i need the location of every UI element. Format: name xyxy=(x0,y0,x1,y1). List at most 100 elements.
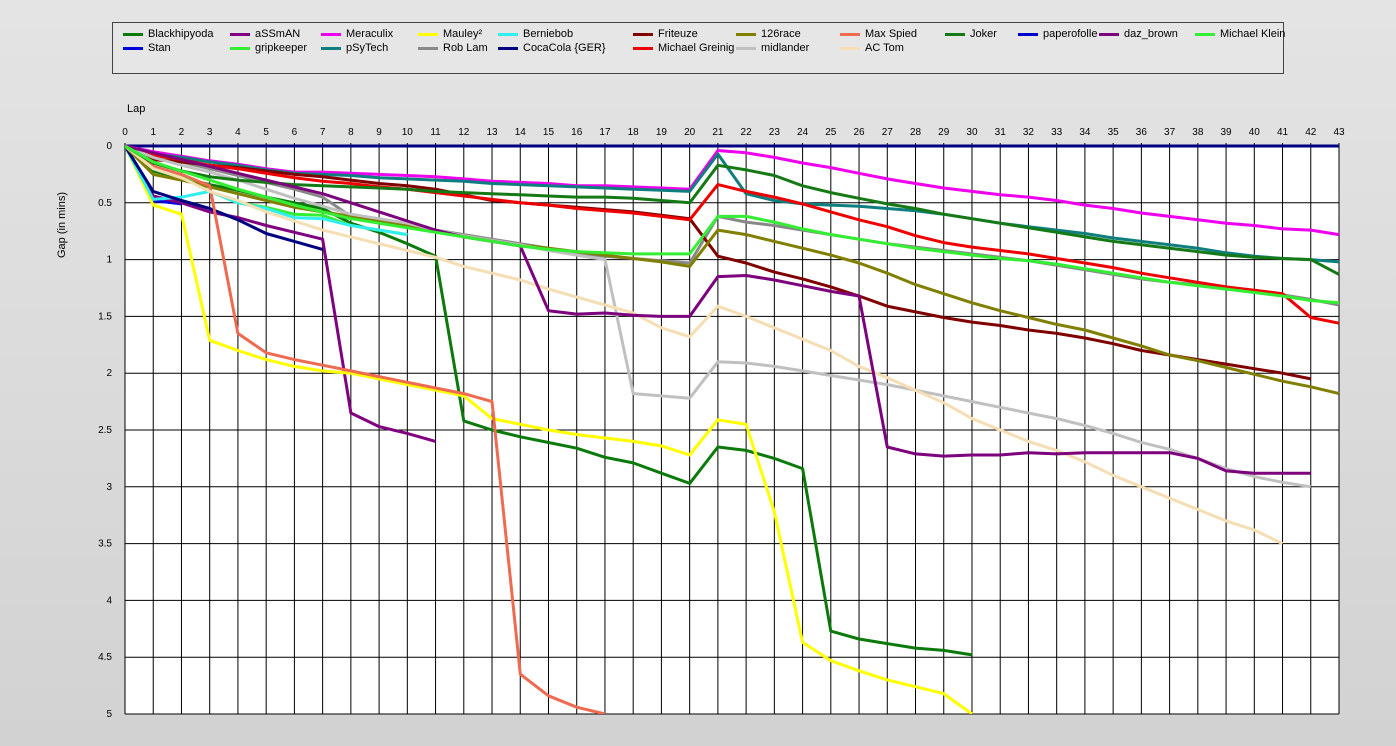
legend-label: Joker xyxy=(970,28,997,40)
x-tick-label: 7 xyxy=(320,127,326,138)
legend-swatch xyxy=(418,47,438,50)
legend-label: paperofolle xyxy=(1043,28,1098,40)
y-tick-label: 4 xyxy=(106,595,112,606)
chart-legend: Blackhipyoda aSSmAN Meraculix Mauley² Bernie… xyxy=(112,22,1286,74)
x-tick-label: 26 xyxy=(853,127,865,138)
legend-swatch xyxy=(1099,33,1119,36)
y-tick-label: 1.5 xyxy=(98,311,112,322)
legend-swatch xyxy=(1195,33,1215,36)
x-tick-label: 30 xyxy=(966,127,978,138)
series-line-psytech xyxy=(125,144,1340,264)
legend-swatch xyxy=(945,33,965,36)
x-tick-label: 39 xyxy=(1221,127,1233,138)
x-tick-label: 3 xyxy=(207,127,213,138)
legend-swatch xyxy=(230,47,250,50)
legend-label: midlander xyxy=(761,42,810,54)
x-tick-label: 41 xyxy=(1277,127,1289,138)
x-tick-label: 16 xyxy=(571,127,583,138)
x-tick-label: 42 xyxy=(1305,127,1317,138)
x-tick-label: 13 xyxy=(486,127,498,138)
legend-swatch xyxy=(840,33,860,36)
legend-label: gripkeeper xyxy=(255,42,307,54)
x-tick-label: 1 xyxy=(150,127,156,138)
x-tick-label: 22 xyxy=(741,127,753,138)
x-tick-label: 25 xyxy=(825,127,837,138)
x-tick-label: 15 xyxy=(543,127,555,138)
legend-label: Stan xyxy=(148,42,171,54)
y-tick-label: 2 xyxy=(106,368,112,379)
x-tick-label: 35 xyxy=(1108,127,1120,138)
legend-swatch xyxy=(123,47,143,50)
legend-label: Michael Klein xyxy=(1220,28,1286,40)
x-tick-label: 33 xyxy=(1051,127,1063,138)
legend-label: Meraculix xyxy=(346,28,394,40)
x-tick-label: 5 xyxy=(263,127,269,138)
y-tick-label: 3.5 xyxy=(98,539,112,550)
legend-label: Berniebob xyxy=(523,28,574,40)
x-tick-label: 11 xyxy=(430,127,441,138)
series-line-ac-tom xyxy=(125,144,1284,545)
legend-swatch xyxy=(736,33,756,36)
legend-label: CocaCola {GER} xyxy=(523,42,606,54)
series-line-mauley xyxy=(125,145,973,714)
legend-swatch xyxy=(633,33,653,36)
series-line-joker xyxy=(125,144,1340,276)
series-line-friteuze xyxy=(125,144,1312,381)
legend-swatch xyxy=(321,33,341,36)
y-tick-label: 0 xyxy=(106,141,112,152)
legend-swatch xyxy=(321,47,341,50)
series-line-michael-greinig xyxy=(125,144,1340,325)
x-tick-label: 38 xyxy=(1192,127,1204,138)
x-tick-label: 36 xyxy=(1136,127,1148,138)
x-tick-label: 18 xyxy=(628,127,640,138)
legend-label: daz_brown xyxy=(1124,28,1178,40)
legend-label: Friteuze xyxy=(658,28,698,40)
x-tick-label: 8 xyxy=(348,127,354,138)
legend-label: Mauley² xyxy=(443,28,483,40)
y-tick-label: 2.5 xyxy=(98,425,112,436)
series-line-midlander xyxy=(125,144,1312,489)
legend-swatch xyxy=(1018,33,1038,36)
x-tick-label: 43 xyxy=(1333,127,1345,138)
series-line-michael-klein xyxy=(125,144,1340,305)
x-tick-label: 12 xyxy=(458,127,470,138)
x-tick-label: 34 xyxy=(1079,127,1091,138)
legend-label: aSSmAN xyxy=(255,28,301,40)
legend-swatch xyxy=(840,47,860,50)
legend-label: Blackhipyoda xyxy=(148,28,214,40)
x-tick-label: 23 xyxy=(769,127,781,138)
x-tick-label: 2 xyxy=(179,127,185,138)
legend-label: AC Tom xyxy=(865,42,904,54)
y-tick-label: 5 xyxy=(106,709,112,720)
series-line-daz-brown xyxy=(125,144,1311,475)
x-tick-label: 40 xyxy=(1249,127,1261,138)
series-line-meraculix xyxy=(125,144,1340,237)
x-axis-title: Lap xyxy=(127,103,145,115)
series-line-max-spied xyxy=(125,144,606,714)
x-tick-label: 6 xyxy=(292,127,298,138)
x-tick-label: 4 xyxy=(235,127,241,138)
x-tick-label: 17 xyxy=(599,127,611,138)
series-line-cocacola-ger xyxy=(125,145,324,251)
x-tick-label: 37 xyxy=(1164,127,1176,138)
x-tick-label: 27 xyxy=(882,127,894,138)
legend-label: Rob Lam xyxy=(443,42,488,54)
legend-swatch xyxy=(418,33,438,36)
legend-label: 126race xyxy=(761,28,801,40)
y-tick-label: 4.5 xyxy=(98,652,112,663)
x-tick-label: 32 xyxy=(1023,127,1035,138)
x-tick-label: 31 xyxy=(995,127,1007,138)
x-tick-label: 20 xyxy=(684,127,696,138)
x-tick-label: 10 xyxy=(402,127,414,138)
x-tick-label: 29 xyxy=(938,127,950,138)
y-tick-label: 3 xyxy=(106,482,112,493)
legend-swatch xyxy=(230,33,250,36)
legend-swatch xyxy=(498,33,518,36)
y-axis-title: Gap (in mins) xyxy=(56,192,68,258)
legend-label: Max Spied xyxy=(865,28,917,40)
legend-swatch xyxy=(633,47,653,50)
x-tick-label: 9 xyxy=(376,127,382,138)
legend-swatch xyxy=(123,33,143,36)
x-tick-label: 14 xyxy=(515,127,527,138)
